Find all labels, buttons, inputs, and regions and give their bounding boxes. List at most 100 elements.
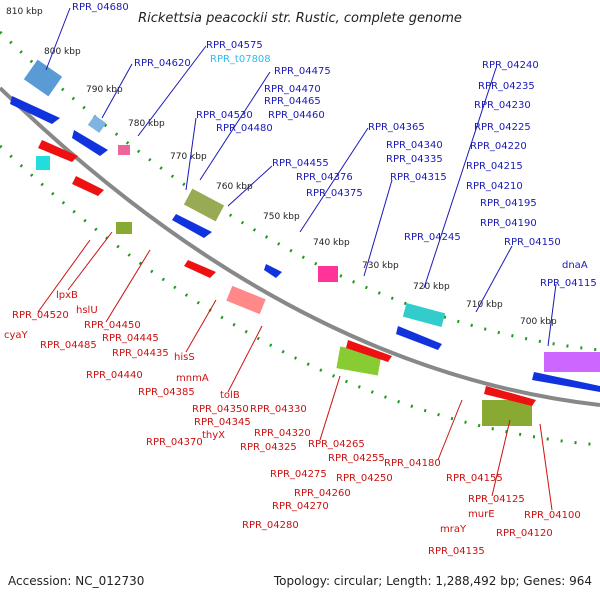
feature-label: RPR_04575 — [206, 40, 263, 51]
gene-block — [402, 303, 446, 327]
leader-line — [101, 63, 133, 119]
leader-line — [491, 419, 511, 497]
gene-block — [226, 285, 266, 315]
kbp-label: 810 kbp — [6, 7, 43, 17]
topology-text: Topology: circular; Length: 1,288,492 bp… — [273, 574, 592, 588]
gene-block — [544, 352, 600, 372]
feature-label: RPR_04385 — [138, 387, 195, 398]
leader-line — [67, 231, 113, 291]
leader-line — [547, 283, 557, 347]
feature-label: RPR_04335 — [386, 154, 443, 165]
forward-strand-arrows — [10, 96, 600, 392]
feature-label: lpxB — [56, 290, 78, 301]
forward-arrow — [10, 96, 60, 124]
feature-label: RPR_04320 — [254, 428, 311, 439]
leader-line — [105, 249, 151, 323]
leader-line — [299, 127, 369, 233]
genome-backbone-arc — [0, 86, 600, 407]
feature-label: RPR_04195 — [480, 198, 537, 209]
feature-label: RPR_04250 — [336, 473, 393, 484]
feature-label: RPR_04465 — [264, 96, 321, 107]
accession-text: Accession: NC_012730 — [8, 574, 144, 588]
feature-label: RPR_04225 — [474, 122, 531, 133]
leader-line — [437, 399, 463, 461]
feature-label: mraY — [440, 524, 467, 535]
reverse-arrow — [72, 176, 104, 196]
feature-label: thyX — [202, 430, 225, 441]
feature-label: RPR_04265 — [308, 439, 365, 450]
feature-label: RPR_04330 — [250, 404, 307, 415]
feature-label: murE — [468, 509, 495, 520]
feature-label: RPR_04375 — [306, 188, 363, 199]
leader-line — [423, 67, 497, 289]
feature-label: RPR_04115 — [540, 278, 597, 289]
feature-label: RPR_04255 — [328, 453, 385, 464]
inner-dotted-track — [0, 144, 600, 447]
gene-block — [87, 115, 107, 133]
feature-label: RPR_04370 — [146, 437, 203, 448]
feature-label: RPR_04480 — [216, 123, 273, 134]
feature-label: RPR_04150 — [504, 237, 561, 248]
feature-label: hisS — [174, 352, 195, 363]
leader-line — [185, 117, 197, 191]
leader-line — [227, 165, 273, 207]
feature-label: RPR_04240 — [482, 60, 539, 71]
forward-arrow — [532, 372, 600, 392]
leader-line — [227, 325, 263, 393]
kbp-label: 700 kbp — [520, 317, 557, 327]
leader-line — [319, 375, 341, 441]
feature-label: RPR_04280 — [242, 520, 299, 531]
kbp-label: 760 kbp — [216, 182, 253, 192]
feature-label: RPR_04350 — [192, 404, 249, 415]
feature-label: RPR_04435 — [112, 348, 169, 359]
leader-line — [475, 245, 513, 313]
leader-line — [185, 299, 217, 353]
reverse-strand-arrows — [38, 140, 536, 406]
feature-label: RPR_04230 — [474, 100, 531, 111]
gene-block — [318, 266, 338, 282]
forward-arrow — [172, 214, 212, 238]
leader-line — [539, 423, 553, 511]
reverse-arrow — [184, 260, 216, 278]
leader-line — [137, 45, 207, 137]
leader-line — [37, 239, 91, 313]
forward-arrow — [396, 326, 442, 350]
kbp-label: 740 kbp — [313, 238, 350, 248]
feature-label: RPR_04190 — [480, 218, 537, 229]
kbp-label: 770 kbp — [170, 152, 207, 162]
gene-block — [183, 188, 225, 222]
kbp-label: 800 kbp — [44, 47, 81, 57]
reverse-arrow — [484, 386, 536, 406]
reverse-arrow — [38, 140, 78, 162]
forward-arrow — [264, 264, 282, 278]
feature-label: tolB — [220, 390, 240, 401]
feature-label: RPR_04445 — [102, 333, 159, 344]
feature-label: RPR_04520 — [12, 310, 69, 321]
kbp-label: 790 kbp — [86, 85, 123, 95]
feature-label: RPR_04440 — [86, 370, 143, 381]
gene-block — [118, 145, 130, 155]
feature-label: RPR_04365 — [368, 122, 425, 133]
leader-line — [199, 71, 271, 181]
feature-label: RPR_04210 — [466, 181, 523, 192]
kbp-label: 720 kbp — [413, 282, 450, 292]
feature-label: dnaA — [562, 260, 588, 271]
feature-label: RPR_04100 — [524, 510, 581, 521]
feature-label: RPR_04220 — [470, 141, 527, 152]
gene-block — [36, 156, 50, 170]
reverse-labels: lpxB hslU RPR_04520 cyaY RPR_04450 RPR_0… — [4, 231, 581, 557]
feature-label: RPR_04376 — [296, 172, 353, 183]
forward-arrow — [72, 130, 108, 156]
feature-label: RPR_04620 — [134, 58, 191, 69]
kbp-label: 710 kbp — [466, 300, 503, 310]
feature-label: RPR_04485 — [40, 340, 97, 351]
feature-label: RPR_04475 — [274, 66, 331, 77]
leader-line — [45, 7, 71, 71]
feature-label: RPR_04470 — [264, 84, 321, 95]
feature-label: RPR_t07808 — [210, 54, 271, 65]
map-title: Rickettsia peacockii str. Rustic, comple… — [138, 11, 462, 26]
feature-label: hslU — [76, 305, 98, 316]
gene-block — [482, 400, 532, 426]
forward-labels: RPR_04680 RPR_04620 RPR_04575 RPR_t07808… — [45, 2, 597, 347]
